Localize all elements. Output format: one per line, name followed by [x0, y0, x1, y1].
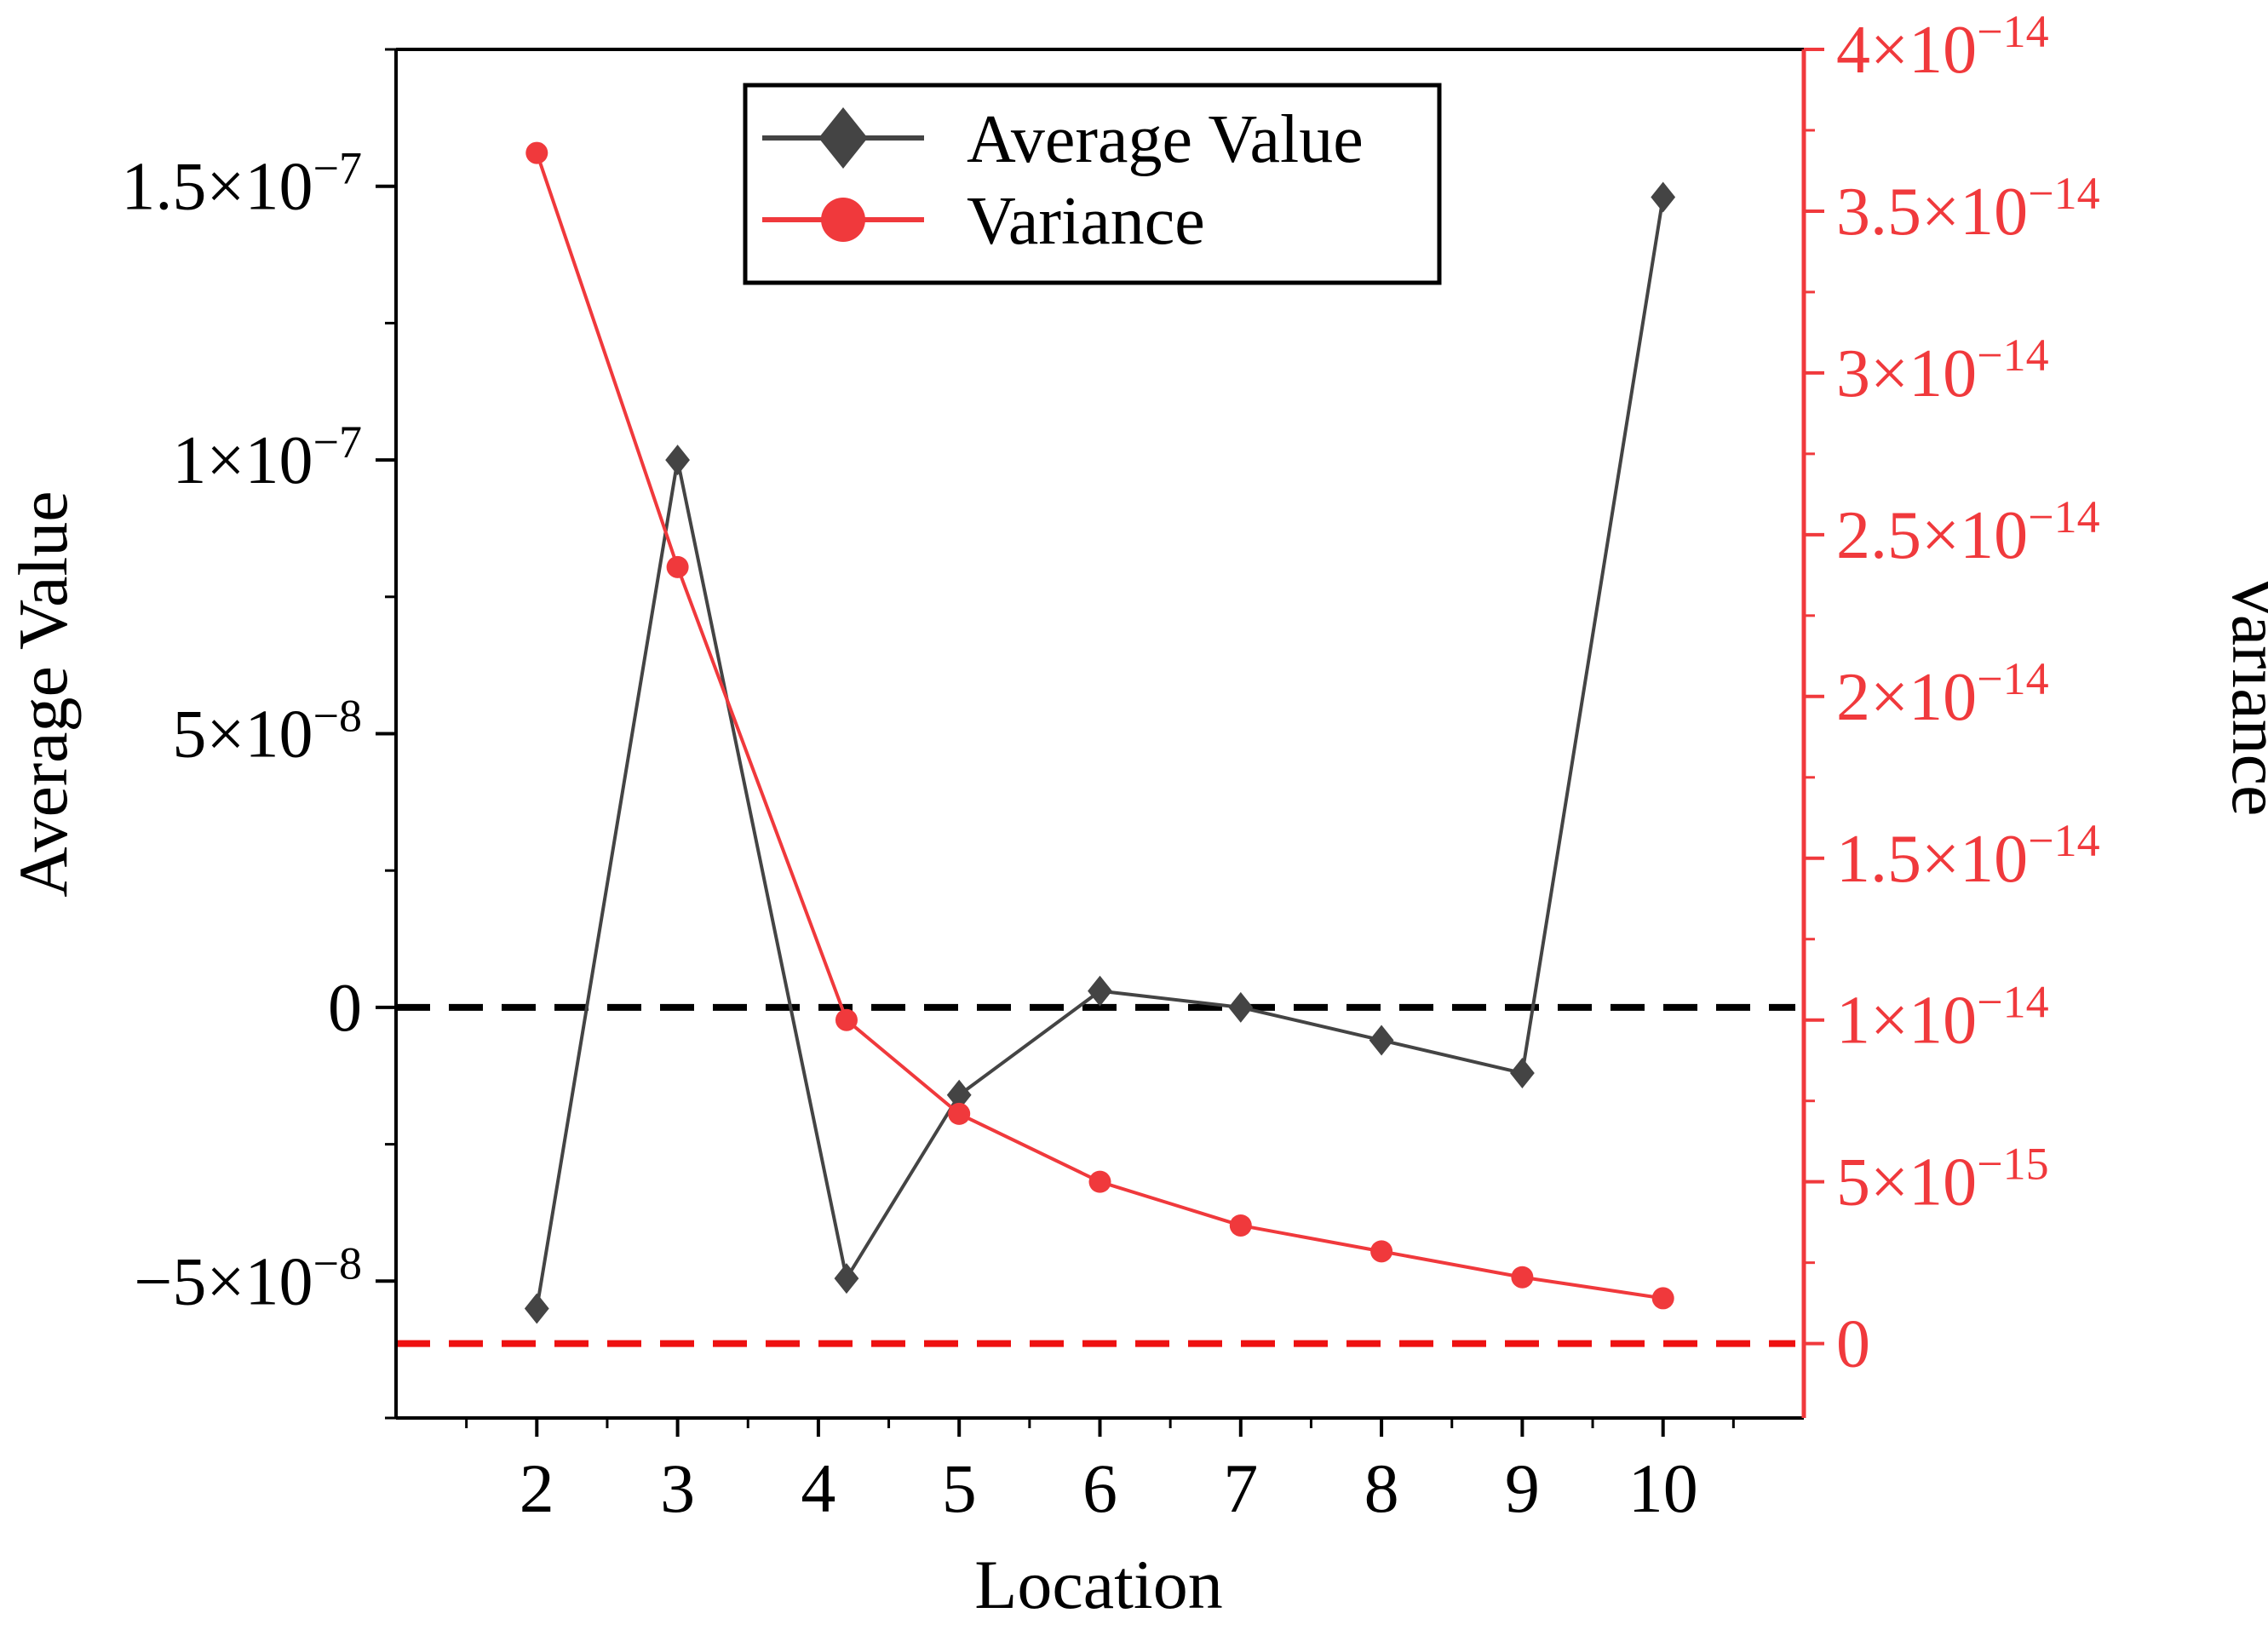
axis-titles: Location Average Value Variance — [4, 491, 2268, 1623]
point-variance-7 — [1511, 1266, 1534, 1289]
x-tick-label-9: 9 — [1505, 1449, 1540, 1527]
x-tick-label-10: 10 — [1628, 1449, 1698, 1527]
point-average-value-2 — [834, 1263, 859, 1294]
series-line-average-value — [535, 197, 1665, 1309]
legend-label-1: Variance — [967, 184, 1205, 259]
left-tick-label: 1×10−7 — [172, 416, 362, 498]
point-average-value-3 — [946, 1079, 972, 1111]
point-variance-8 — [1651, 1287, 1674, 1310]
point-average-value-4 — [1088, 975, 1112, 1007]
reference-lines — [396, 1003, 1795, 1347]
right-tick-label: 1.5×10−14 — [1836, 815, 2100, 897]
right-tick-label: 2.5×10−14 — [1836, 491, 2100, 573]
point-average-value-8 — [1651, 181, 1676, 213]
x-tick-label-6: 6 — [1082, 1449, 1117, 1527]
left-tick-label: 1.5×10−7 — [121, 143, 362, 225]
right-tick-label: 1×10−14 — [1836, 977, 2049, 1059]
series-line-variance — [535, 152, 1663, 1300]
legend-box — [743, 83, 1442, 285]
legend-label-0: Average Value — [967, 102, 1364, 177]
x-tick-label-8: 8 — [1364, 1449, 1399, 1527]
x-tick-label-7: 7 — [1223, 1449, 1258, 1527]
x-tick-label-4: 4 — [801, 1449, 835, 1527]
x-axis-title: Location — [974, 1546, 1222, 1623]
point-average-value-1 — [665, 445, 690, 476]
right-tick-label: 4×10−14 — [1836, 6, 2049, 88]
point-variance-4 — [1088, 1170, 1111, 1193]
series-layer — [524, 141, 1676, 1324]
legend-marker-0 — [818, 107, 868, 169]
right-tick-label: 0 — [1836, 1307, 1870, 1382]
x-tick-label-5: 5 — [942, 1449, 977, 1527]
x-tick-label-3: 3 — [660, 1449, 695, 1527]
point-average-value-6 — [1369, 1025, 1394, 1056]
point-average-value-5 — [1228, 991, 1254, 1023]
point-variance-1 — [666, 555, 689, 578]
left-axis-title: Average Value — [4, 491, 82, 897]
right-tick-label: 3×10−14 — [1836, 330, 2049, 411]
x-tick-label-2: 2 — [520, 1449, 554, 1527]
point-average-value-0 — [524, 1293, 549, 1324]
left-tick-label: −5×10−8 — [134, 1237, 362, 1319]
right-axis-title: Variance — [2218, 572, 2268, 817]
point-average-value-7 — [1510, 1058, 1535, 1089]
point-variance-3 — [948, 1102, 971, 1125]
point-variance-5 — [1229, 1214, 1252, 1237]
right-tick-label: 3.5×10−14 — [1836, 168, 2100, 250]
point-variance-6 — [1370, 1240, 1393, 1263]
right-tick-label: 5×10−15 — [1836, 1139, 2049, 1220]
left-tick-label: 0 — [328, 971, 362, 1046]
right-tick-label: 2×10−14 — [1836, 653, 2049, 735]
point-variance-0 — [525, 141, 548, 164]
left-tick-label: 5×10−8 — [172, 691, 362, 772]
legend-marker-1 — [821, 198, 865, 242]
point-variance-2 — [835, 1008, 858, 1031]
axes-layer: 2 3 4 5 6 7 8 9 10 −5×10−8 0 5×10−8 1×10−7 1.5×10−7 0 5… — [121, 6, 2099, 1527]
